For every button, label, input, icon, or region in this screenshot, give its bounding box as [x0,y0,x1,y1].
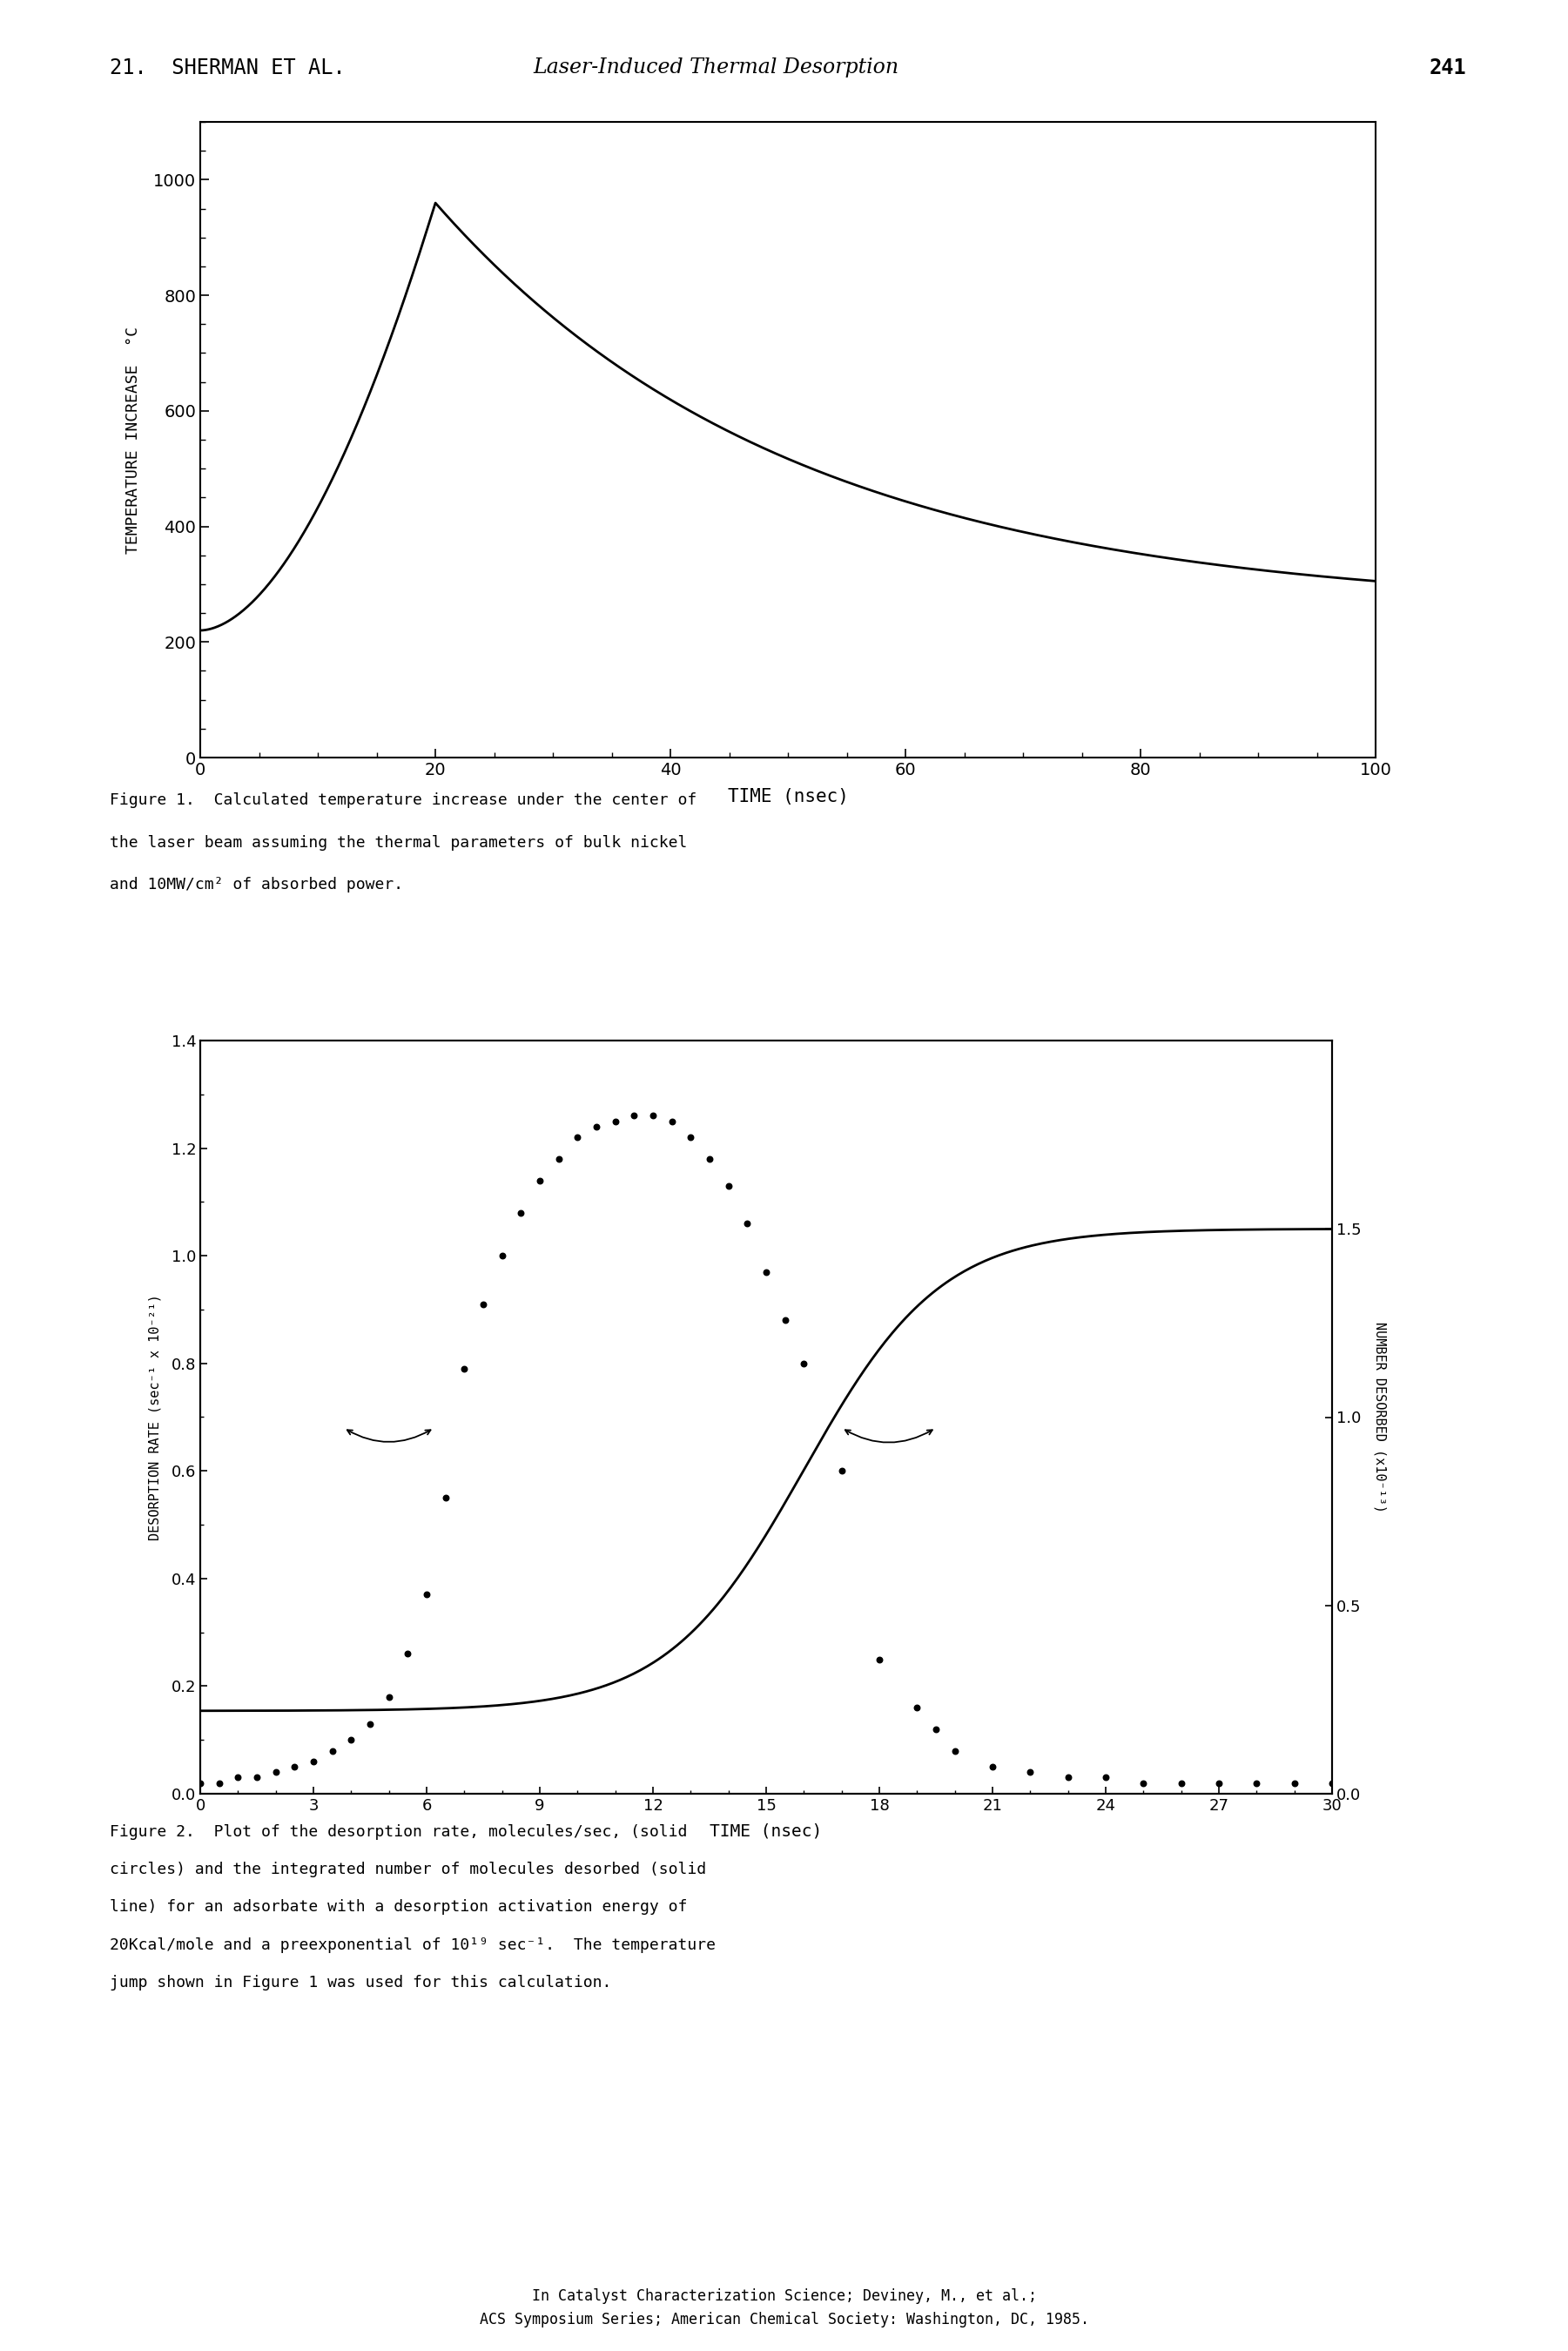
Point [698,1140,723,1178]
Point [226,1759,251,1796]
Point [546,1140,571,1178]
Point [245,1759,270,1796]
Point [395,1634,420,1672]
X-axis label: TIME (nsec): TIME (nsec) [710,1824,823,1841]
Point [470,1286,495,1324]
Point [754,1253,779,1291]
Point [433,1479,458,1516]
Point [527,1161,552,1199]
Point [508,1194,533,1232]
Point [924,1712,949,1749]
Point [942,1733,967,1770]
Point [1093,1759,1118,1796]
Point [376,1679,401,1716]
Point [263,1754,289,1791]
Point [792,1345,817,1382]
Point [867,1641,892,1679]
Point [414,1575,439,1613]
Point [1243,1763,1269,1801]
Text: line) for an adsorbate with a desorption activation energy of: line) for an adsorbate with a desorption… [110,1900,687,1916]
Point [1131,1763,1156,1801]
Text: In Catalyst Characterization Science; Deviney, M., et al.;: In Catalyst Characterization Science; De… [532,2288,1036,2304]
Point [583,1107,608,1145]
Point [773,1302,798,1340]
Text: Figure 2.  Plot of the desorption rate, molecules/sec, (solid: Figure 2. Plot of the desorption rate, m… [110,1824,687,1841]
Point [452,1349,477,1387]
Text: 21.  SHERMAN ET AL.: 21. SHERMAN ET AL. [110,59,345,78]
Text: Figure 1.  Calculated temperature increase under the center of: Figure 1. Calculated temperature increas… [110,792,696,809]
Point [282,1749,307,1787]
X-axis label: TIME (nsec): TIME (nsec) [728,788,848,806]
Point [489,1237,514,1274]
Text: 20Kcal/mole and a preexponential of 10¹⁹ sec⁻¹.  The temperature: 20Kcal/mole and a preexponential of 10¹⁹… [110,1937,715,1954]
Text: jump shown in Figure 1 was used for this calculation.: jump shown in Figure 1 was used for this… [110,1975,612,1991]
Point [677,1119,702,1157]
Text: Laser-Induced Thermal Desorption: Laser-Induced Thermal Desorption [533,59,898,78]
Point [602,1103,627,1140]
Text: and 10MW/cm² of absorbed power.: and 10MW/cm² of absorbed power. [110,877,403,893]
Point [301,1742,326,1780]
Y-axis label: DESORPTION RATE (sec⁻¹ x 10⁻²¹): DESORPTION RATE (sec⁻¹ x 10⁻²¹) [149,1293,162,1540]
Point [1055,1759,1080,1796]
Point [735,1204,760,1241]
Point [659,1103,684,1140]
Point [829,1453,855,1491]
Point [621,1098,646,1136]
Point [1018,1754,1043,1791]
Text: the laser beam assuming the thermal parameters of bulk nickel: the laser beam assuming the thermal para… [110,835,687,851]
Point [1281,1763,1306,1801]
Point [339,1721,364,1759]
Text: 241: 241 [1428,59,1466,78]
Point [564,1119,590,1157]
Y-axis label: TEMPERATURE INCREASE  °C: TEMPERATURE INCREASE °C [125,327,141,552]
Point [905,1688,930,1726]
Point [980,1749,1005,1787]
Point [1206,1763,1231,1801]
Point [320,1733,345,1770]
Point [1168,1763,1193,1801]
Point [358,1704,383,1742]
Point [717,1166,742,1204]
Text: ACS Symposium Series; American Chemical Society: Washington, DC, 1985.: ACS Symposium Series; American Chemical … [480,2311,1088,2327]
Y-axis label: NUMBER DESORBED (x10⁻¹³): NUMBER DESORBED (x10⁻¹³) [1374,1321,1386,1512]
Text: circles) and the integrated number of molecules desorbed (solid: circles) and the integrated number of mo… [110,1862,706,1878]
Point [640,1098,665,1136]
Point [207,1763,232,1801]
Point [1320,1763,1345,1801]
Point [188,1763,213,1801]
